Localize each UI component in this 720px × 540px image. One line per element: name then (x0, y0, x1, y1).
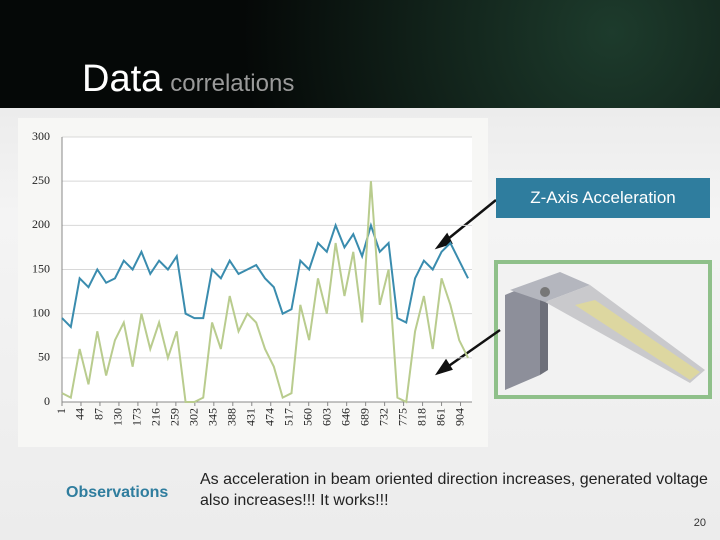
x-tick-label: 302 (187, 408, 201, 426)
x-tick-label: 259 (168, 408, 182, 426)
y-tick-label: 300 (32, 129, 50, 143)
x-tick-label: 431 (244, 408, 258, 426)
y-tick-label: 0 (44, 394, 50, 408)
x-tick-label: 861 (433, 408, 447, 426)
x-tick-label: 689 (357, 408, 371, 426)
y-tick-label: 200 (32, 217, 50, 231)
x-tick-label: 44 (73, 408, 87, 420)
x-tick-label: 474 (263, 408, 277, 426)
x-tick-label: 173 (130, 408, 144, 426)
x-tick-label: 216 (149, 408, 163, 426)
x-tick-label: 388 (225, 408, 239, 426)
x-tick-label: 560 (300, 408, 314, 426)
y-tick-label: 50 (38, 350, 50, 364)
title-sub: correlations (170, 70, 295, 97)
callout: Z-Axis Acceleration (496, 178, 710, 218)
y-tick-label: 150 (32, 261, 50, 275)
x-tick-label: 1 (54, 408, 68, 414)
y-tick-label: 250 (32, 173, 50, 187)
x-tick-label: 130 (111, 408, 125, 426)
x-tick-label: 345 (206, 408, 220, 426)
x-tick-label: 732 (376, 408, 390, 426)
x-tick-label: 517 (281, 408, 295, 426)
x-tick-label: 87 (92, 408, 106, 420)
beam-picture (494, 260, 712, 399)
observations-text: As acceleration in beam oriented directi… (200, 471, 708, 509)
page-number: 20 (693, 517, 706, 529)
observations-label: Observations (66, 484, 169, 501)
series-line (61, 221, 469, 329)
x-tick-label: 646 (338, 408, 352, 426)
y-tick-label: 100 (32, 305, 50, 319)
x-tick-label: 818 (414, 408, 428, 426)
header-band (0, 0, 720, 108)
x-tick-label: 775 (395, 408, 409, 426)
series-line (61, 181, 469, 404)
x-tick-label: 603 (319, 408, 333, 426)
arrows (434, 199, 501, 376)
title: Data correlations (82, 58, 294, 101)
x-tick-label: 904 (452, 408, 466, 426)
title-main: Data (82, 58, 163, 100)
